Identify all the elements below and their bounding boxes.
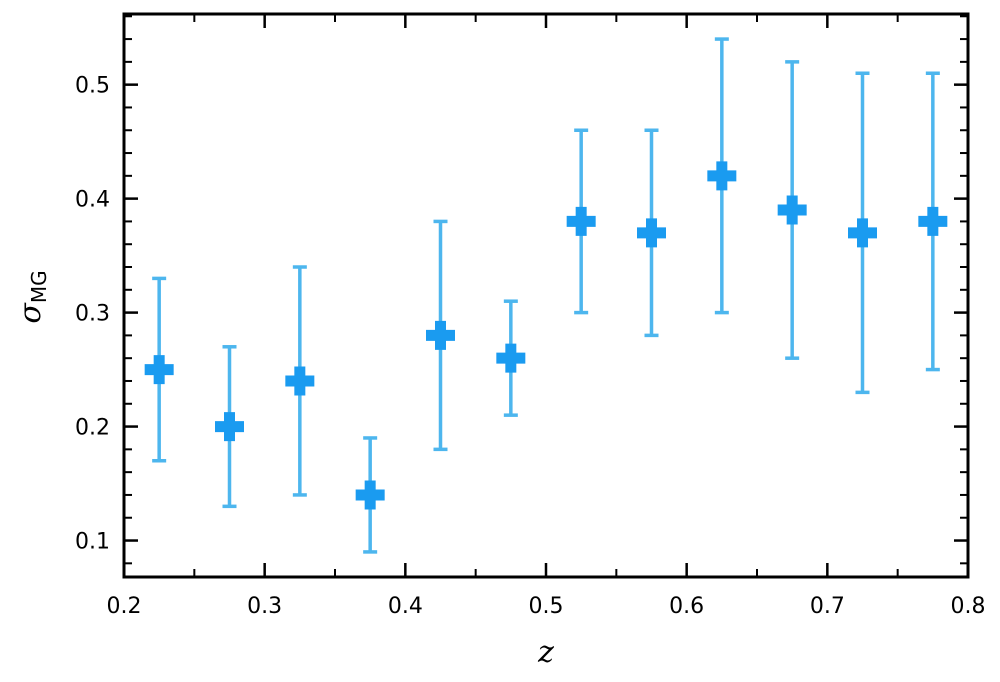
x-tick-label: 0.8 <box>951 594 986 619</box>
data-point <box>496 343 526 373</box>
x-axis-label: z <box>537 635 554 670</box>
y-tick-labels: 0.1 0.2 0.3 0.4 0.5 <box>75 74 110 555</box>
data-point <box>426 320 455 350</box>
y-axis-label-main: σ <box>13 302 48 324</box>
x-tick-labels: 0.2 0.3 0.4 0.5 0.6 0.7 0.8 <box>107 594 986 619</box>
y-tick-label: 0.1 <box>75 530 110 555</box>
x-tick-label: 0.5 <box>529 594 564 619</box>
y-tick-label: 0.2 <box>75 416 110 441</box>
data-point <box>215 412 244 442</box>
y-axis-label-subscript: MG <box>27 270 51 303</box>
data-point <box>355 480 385 510</box>
x-tick-label: 0.4 <box>388 594 423 619</box>
data-markers <box>144 161 948 510</box>
x-tick-label: 0.7 <box>810 594 845 619</box>
y-tick-label: 0.3 <box>75 302 110 327</box>
y-tick-label: 0.4 <box>75 188 110 213</box>
data-point <box>285 366 315 396</box>
data-point <box>777 195 807 225</box>
tick-marks <box>122 14 970 577</box>
x-tick-label: 0.3 <box>247 594 282 619</box>
data-point <box>918 206 948 236</box>
data-point <box>566 206 596 236</box>
data-point <box>707 161 737 191</box>
x-tick-label: 0.6 <box>669 594 704 619</box>
y-axis-label: σMG <box>13 270 51 323</box>
data-point <box>848 218 877 248</box>
data-point <box>144 355 174 385</box>
data-point <box>637 218 666 248</box>
error-bars <box>152 37 940 554</box>
y-tick-label: 0.5 <box>75 74 110 99</box>
x-tick-label: 0.2 <box>107 594 142 619</box>
plot-area-frame <box>122 12 970 579</box>
